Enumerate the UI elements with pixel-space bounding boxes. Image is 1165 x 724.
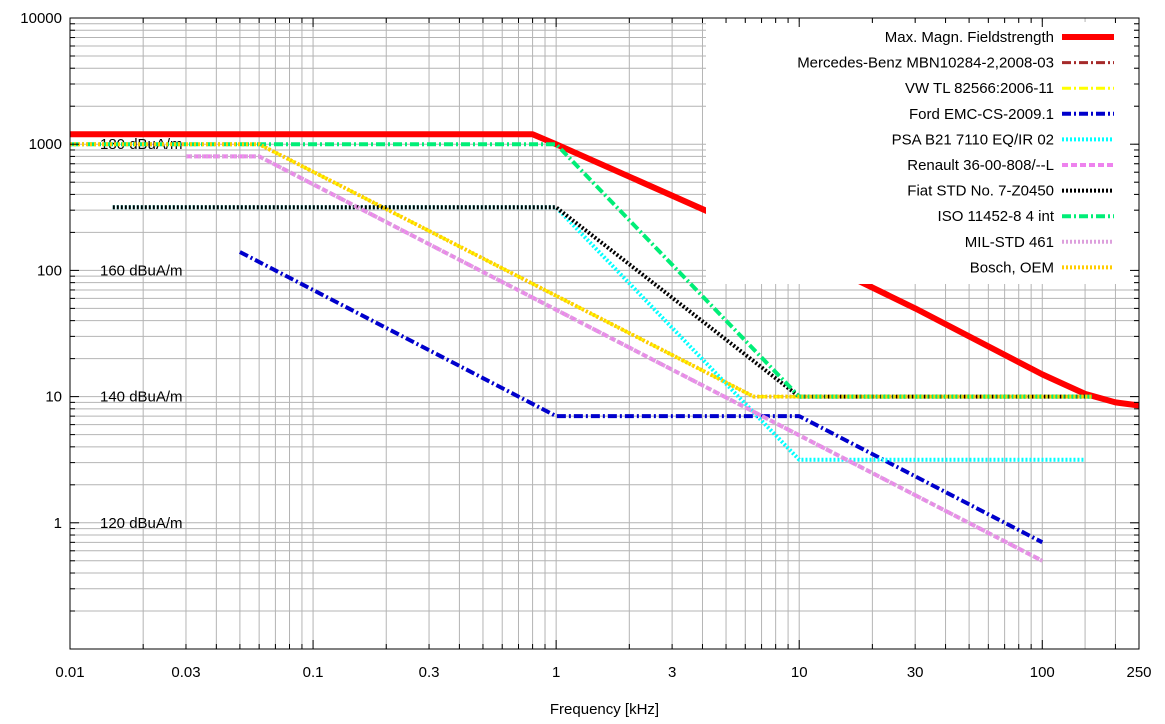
legend: Max. Magn. Fieldstrength Mercedes-Benz MB…	[706, 22, 1134, 284]
legend-label: VW TL 82566:2006-11	[905, 80, 1054, 97]
legend-label: Renault 36-00-808/--L	[907, 157, 1054, 174]
y-tick-label: 1000	[29, 136, 62, 153]
x-tick-label: 0.3	[419, 664, 440, 681]
legend-label: Mercedes-Benz MBN10284-2,2008-03	[797, 55, 1054, 72]
grid	[69, 17, 1140, 650]
annotation-label: 120 dBuA/m	[100, 515, 183, 532]
y-tick-label: 100	[37, 262, 62, 279]
annotation-label: 160 dBuA/m	[100, 262, 183, 279]
series-line	[70, 131, 1140, 409]
legend-label: ISO 11452-8 4 int	[938, 208, 1055, 225]
legend-label: MIL-STD 461	[965, 234, 1054, 251]
legend-label: Bosch, OEM	[970, 259, 1054, 276]
y-tick-label: 1	[54, 515, 62, 532]
legend-label: Ford EMC-CS-2009.1	[909, 106, 1054, 123]
x-tick-label: 30	[907, 664, 924, 681]
x-tick-label: 0.03	[171, 664, 200, 681]
x-tick-label: 250	[1126, 664, 1151, 681]
x-tick-label: 0.01	[55, 664, 84, 681]
x-tick-label: 3	[668, 664, 676, 681]
x-tick-label: 0.1	[303, 664, 324, 681]
x-tick-label: 1	[552, 664, 560, 681]
x-axis-label: Frequency [kHz]	[550, 701, 659, 718]
plot-frame	[69, 17, 1140, 650]
annotation-label: 140 dBuA/m	[100, 389, 183, 406]
ticks: 0.01 0.03 0.1 0.3 1 3 10 30 100 250 1 10 100 1000 1000…	[20, 10, 1151, 681]
series-line	[186, 154, 1044, 563]
x-tick-label: 100	[1030, 664, 1055, 681]
y-tick-label: 10	[45, 389, 62, 406]
y-tick-label: 10000	[20, 10, 62, 27]
legend-label: Fiat STD No. 7-Z0450	[907, 183, 1054, 200]
series-line	[70, 142, 1092, 399]
x-tick-label: 10	[791, 664, 808, 681]
series-lines	[70, 131, 1140, 563]
series-line	[238, 250, 1044, 545]
legend-label: Max. Magn. Fieldstrength	[885, 29, 1054, 46]
legend-label: PSA B21 7110 EQ/IR 02	[892, 131, 1054, 148]
